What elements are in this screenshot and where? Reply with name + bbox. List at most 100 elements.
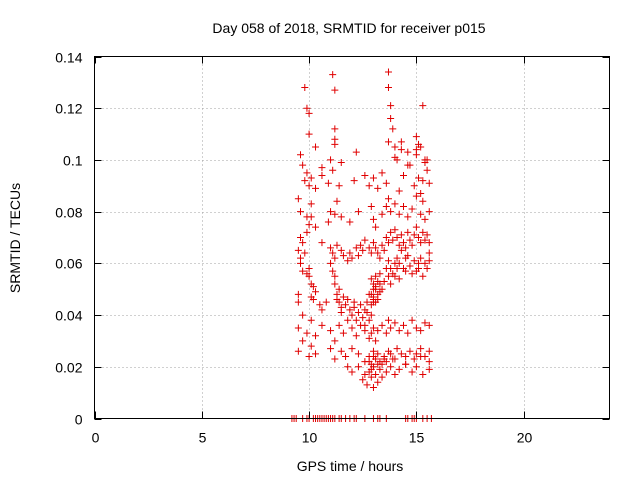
data-point: [417, 345, 425, 353]
data-point: [367, 249, 375, 257]
data-point: [374, 327, 382, 335]
y-tick-label: 0.04: [55, 308, 82, 324]
data-point: [402, 360, 410, 368]
data-point: [369, 215, 377, 223]
data-point: [421, 259, 429, 267]
data-point: [331, 272, 339, 280]
data-point: [299, 239, 307, 247]
data-point: [417, 327, 425, 335]
data-point: [423, 265, 431, 273]
data-point: [369, 383, 377, 391]
data-point: [331, 140, 339, 148]
data-point: [327, 327, 335, 335]
data-point: [406, 161, 414, 169]
data-point: [412, 192, 420, 200]
data-point: [329, 166, 337, 174]
data-point: [327, 259, 335, 267]
data-point: [361, 327, 369, 335]
data-point: [365, 334, 373, 342]
grid-lines: [94, 56, 610, 419]
data-point: [297, 208, 304, 216]
data-point: [297, 234, 304, 241]
data-point: [305, 182, 313, 190]
data-point: [331, 280, 339, 288]
data-point: [425, 239, 433, 247]
data-point: [417, 210, 425, 218]
data-point: [397, 138, 405, 146]
data-point: [391, 143, 399, 151]
y-tick-label: 0.12: [55, 101, 82, 117]
data-point: [327, 208, 335, 216]
data-point: [335, 285, 343, 293]
data-point: [380, 246, 388, 254]
data-point: [367, 329, 375, 337]
data-point: [387, 208, 395, 216]
data-point: [327, 156, 335, 164]
data-point: [331, 254, 339, 262]
data-point: [301, 177, 309, 185]
x-tick-label: 10: [302, 430, 318, 446]
data-point: [348, 368, 356, 376]
data-point: [376, 270, 384, 278]
data-point: [361, 236, 369, 244]
y-tick-label: 0: [75, 412, 83, 428]
data-point: [378, 210, 386, 218]
data-point: [387, 265, 395, 273]
data-point: [348, 324, 356, 332]
data-point: [294, 290, 302, 298]
data-point: [316, 301, 324, 309]
data-point: [299, 337, 307, 345]
data-point: [382, 234, 390, 241]
data-point: [410, 182, 418, 190]
plot-frame: [94, 56, 610, 419]
data-point: [425, 208, 433, 216]
data-point: [363, 298, 371, 306]
data-point: [348, 345, 356, 353]
data-point: [354, 363, 362, 371]
data-point: [354, 350, 362, 358]
data-point: [369, 174, 377, 182]
data-point: [303, 169, 311, 177]
data-point: [404, 148, 412, 156]
data-point: [318, 171, 326, 179]
data-point: [408, 368, 416, 376]
data-point: [357, 301, 365, 309]
data-point: [419, 197, 427, 205]
data-point: [309, 296, 317, 304]
data-point: [363, 308, 371, 316]
data-point: [393, 265, 401, 273]
data-point: [382, 179, 390, 187]
data-point: [344, 363, 352, 371]
data-point: [318, 306, 326, 314]
data-point: [327, 345, 335, 353]
data-point: [297, 151, 304, 159]
data-point: [348, 254, 356, 262]
data-point: [307, 200, 315, 208]
data-point: [425, 179, 433, 187]
data-point: [384, 84, 392, 92]
data-point: [393, 234, 401, 241]
data-points: [288, 68, 435, 422]
data-point: [333, 197, 341, 205]
data-point: [378, 373, 386, 381]
data-point: [423, 156, 431, 164]
data-point: [391, 226, 399, 234]
data-point: [303, 104, 311, 112]
data-point: [415, 265, 423, 273]
data-point: [384, 272, 392, 280]
data-point: [391, 153, 399, 161]
data-point: [346, 218, 354, 226]
data-point: [365, 182, 373, 190]
data-point: [415, 234, 423, 241]
data-point: [410, 231, 418, 239]
data-point: [329, 267, 337, 275]
data-point: [393, 345, 401, 353]
data-point: [376, 254, 384, 262]
data-point: [404, 228, 412, 236]
data-point: [382, 368, 390, 376]
data-point: [331, 355, 339, 363]
data-point: [395, 327, 403, 335]
data-point: [423, 231, 431, 239]
data-point: [404, 252, 412, 260]
